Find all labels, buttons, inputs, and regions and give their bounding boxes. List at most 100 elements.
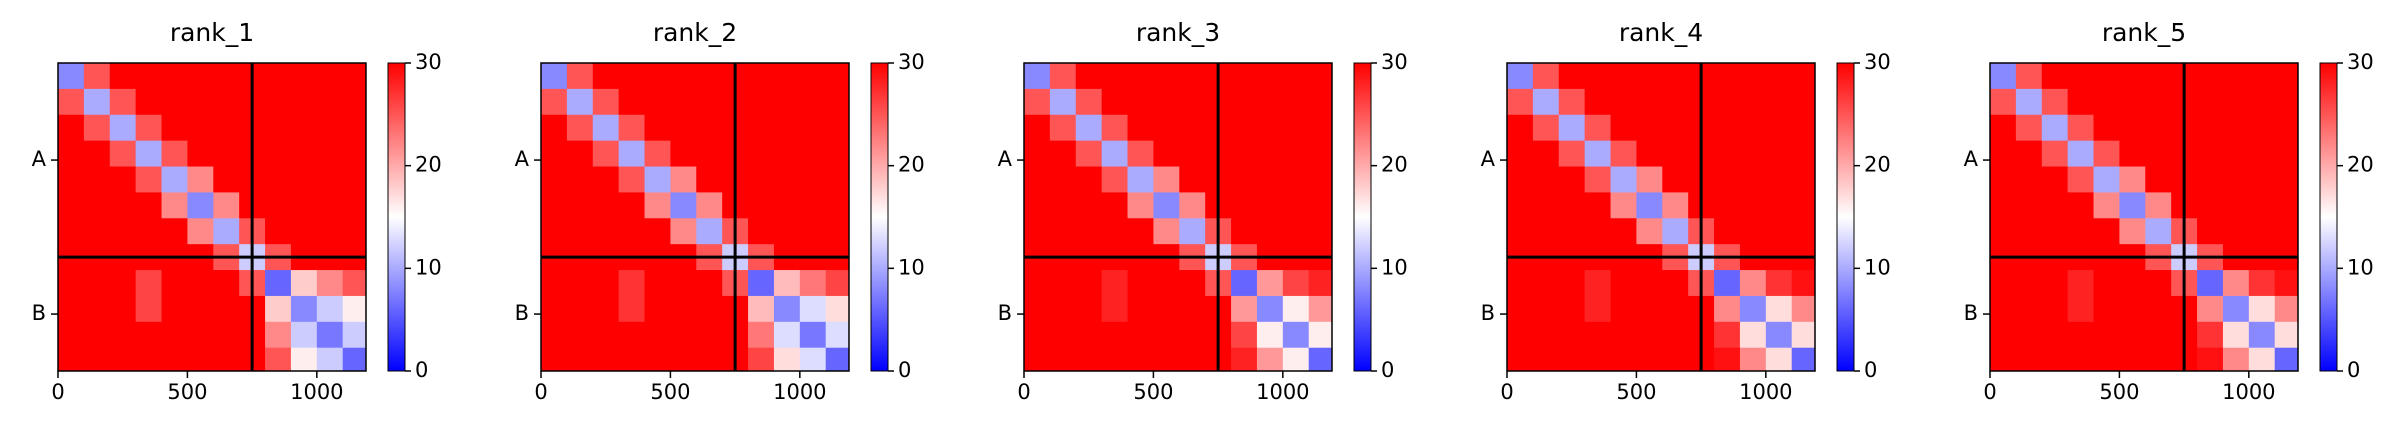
heatmap-cell xyxy=(1765,88,1793,116)
heatmap-cell xyxy=(109,270,137,297)
heatmap-cell xyxy=(1256,140,1284,168)
heatmap-cell xyxy=(213,218,240,245)
heatmap-cell xyxy=(1075,321,1103,349)
heatmap-cell xyxy=(161,166,188,193)
heatmap-cell xyxy=(644,321,671,349)
heatmap-cell xyxy=(1256,114,1284,142)
colorbar-tick-label: 0 xyxy=(898,358,911,382)
heatmap-cell xyxy=(1739,114,1767,142)
heatmap-cell xyxy=(1049,63,1077,90)
heatmap-cell xyxy=(2145,166,2172,193)
heatmap-cell xyxy=(1636,192,1663,219)
heatmap-cell xyxy=(618,63,646,90)
heatmap-cell xyxy=(1308,114,1333,142)
heatmap-cell xyxy=(2015,63,2043,90)
heatmap-cell xyxy=(1179,166,1206,193)
heatmap-cell xyxy=(773,192,801,219)
heatmap-cell xyxy=(58,88,85,116)
heatmap-cell xyxy=(2041,295,2069,323)
heatmap-cell xyxy=(1636,88,1663,116)
heatmap-cell xyxy=(1024,166,1051,193)
heatmap-cell xyxy=(670,140,697,168)
heatmap-cell xyxy=(265,63,292,90)
heatmap-cell xyxy=(161,347,188,372)
heatmap-cell xyxy=(2093,270,2120,297)
heatmap-cell xyxy=(265,270,292,297)
heatmap-cell xyxy=(799,347,827,372)
heatmap-cell xyxy=(2119,321,2146,349)
heatmap-cell xyxy=(1231,140,1258,168)
heatmap-cell xyxy=(773,166,801,193)
heatmap-cell xyxy=(748,140,775,168)
heatmap-cell xyxy=(1282,114,1310,142)
heatmap-cell xyxy=(2274,270,2299,297)
heatmap-cell xyxy=(1049,166,1077,193)
heatmap-cell xyxy=(2067,192,2095,219)
heatmap-cell xyxy=(1282,63,1310,90)
heatmap-cell xyxy=(825,218,850,245)
heatmap-cell xyxy=(1153,63,1180,90)
colorbar-tick-label: 30 xyxy=(1381,50,1408,74)
heatmap-cell xyxy=(1662,140,1689,168)
colorbar-tick-label: 10 xyxy=(1864,255,1891,279)
heatmap-cell xyxy=(1024,218,1051,245)
heatmap-cell xyxy=(1610,88,1637,116)
heatmap-cell xyxy=(1558,114,1586,142)
heatmap-cell xyxy=(1584,295,1612,323)
heatmap-cell xyxy=(58,192,85,219)
heatmap-cell xyxy=(2067,166,2095,193)
heatmap-cell xyxy=(213,192,240,219)
heatmap-cell xyxy=(1179,270,1206,297)
heatmap-cell xyxy=(135,63,163,90)
heatmap-cell xyxy=(2041,166,2069,193)
heatmap-cell xyxy=(1256,63,1284,90)
heatmap-cell xyxy=(1231,218,1258,245)
heatmap-cell xyxy=(799,88,827,116)
colorbar-tick-label: 0 xyxy=(2347,358,2360,382)
heatmap-cell xyxy=(2222,270,2250,297)
heatmap-cell xyxy=(541,347,568,372)
heatmap-cell xyxy=(1532,218,1560,245)
heatmap-cell xyxy=(342,347,367,372)
heatmap-cell xyxy=(1791,88,1816,116)
heatmap-cell xyxy=(187,88,214,116)
heatmap-cell xyxy=(644,88,671,116)
heatmap-cell xyxy=(1075,270,1103,297)
heatmap-cell xyxy=(2067,321,2095,349)
heatmap-cell xyxy=(1101,140,1129,168)
heatmap-cell xyxy=(1075,114,1103,142)
heatmap-cell xyxy=(1532,166,1560,193)
heatmap-cell xyxy=(644,295,671,323)
heatmap-cell xyxy=(290,140,318,168)
heatmap-cell xyxy=(1714,270,1741,297)
heatmap-cell xyxy=(1049,88,1077,116)
heatmap-cell xyxy=(187,140,214,168)
heatmap-cell xyxy=(2197,140,2224,168)
heatmap-cell xyxy=(2274,347,2299,372)
heatmap-cell xyxy=(187,321,214,349)
heatmap-cell xyxy=(2222,218,2250,245)
heatmap-cell xyxy=(1024,192,1051,219)
heatmap-cell xyxy=(2248,321,2276,349)
heatmap-cell xyxy=(83,140,111,168)
heatmap-cell xyxy=(1024,63,1051,90)
colorbar-tick-label: 30 xyxy=(2347,50,2374,74)
heatmap-cell xyxy=(1714,192,1741,219)
heatmap-cell xyxy=(696,295,723,323)
heatmap-cell xyxy=(566,114,594,142)
heatmap-cell xyxy=(1714,88,1741,116)
heatmap-cell xyxy=(825,166,850,193)
heatmap-cell xyxy=(316,295,344,323)
heatmap-cell xyxy=(696,321,723,349)
heatmap-cell xyxy=(1610,166,1637,193)
heatmap-cell xyxy=(342,218,367,245)
heatmap-cell xyxy=(1507,88,1534,116)
heatmap-cell xyxy=(2119,192,2146,219)
heatmap-cell xyxy=(109,88,137,116)
heatmap-cell xyxy=(1791,347,1816,372)
heatmap-cell xyxy=(1179,295,1206,323)
heatmap-cell xyxy=(1739,192,1767,219)
heatmap-cell xyxy=(773,347,801,372)
heatmap-cell xyxy=(1049,347,1077,372)
heatmap-cell xyxy=(1714,140,1741,168)
